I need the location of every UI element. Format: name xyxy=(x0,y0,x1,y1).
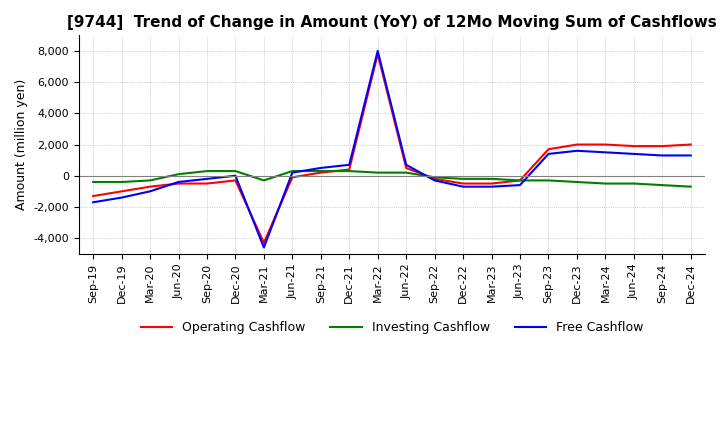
Operating Cashflow xyxy=(487,181,496,186)
Operating Cashflow xyxy=(658,143,667,149)
Operating Cashflow xyxy=(145,184,154,189)
Investing Cashflow xyxy=(516,178,524,183)
Line: Operating Cashflow: Operating Cashflow xyxy=(93,54,690,243)
Operating Cashflow xyxy=(544,147,553,152)
Investing Cashflow xyxy=(317,169,325,174)
Operating Cashflow xyxy=(89,194,97,199)
Investing Cashflow xyxy=(629,181,638,186)
Free Cashflow xyxy=(317,165,325,171)
Free Cashflow xyxy=(601,150,610,155)
Investing Cashflow xyxy=(117,180,126,185)
Investing Cashflow xyxy=(202,169,211,174)
Free Cashflow xyxy=(629,151,638,157)
Free Cashflow xyxy=(145,189,154,194)
Operating Cashflow xyxy=(686,142,695,147)
Free Cashflow xyxy=(117,195,126,200)
Investing Cashflow xyxy=(89,180,97,185)
Investing Cashflow xyxy=(260,178,269,183)
Legend: Operating Cashflow, Investing Cashflow, Free Cashflow: Operating Cashflow, Investing Cashflow, … xyxy=(135,316,648,339)
Investing Cashflow xyxy=(174,172,183,177)
Investing Cashflow xyxy=(231,169,240,174)
Operating Cashflow xyxy=(117,189,126,194)
Line: Free Cashflow: Free Cashflow xyxy=(93,51,690,248)
Free Cashflow xyxy=(174,180,183,185)
Free Cashflow xyxy=(402,162,410,168)
Free Cashflow xyxy=(260,245,269,250)
Investing Cashflow xyxy=(145,178,154,183)
Operating Cashflow xyxy=(231,178,240,183)
Investing Cashflow xyxy=(288,169,297,174)
Operating Cashflow xyxy=(317,170,325,175)
Operating Cashflow xyxy=(202,181,211,186)
Free Cashflow xyxy=(544,151,553,157)
Investing Cashflow xyxy=(686,184,695,189)
Investing Cashflow xyxy=(431,175,439,180)
Free Cashflow xyxy=(202,176,211,182)
Investing Cashflow xyxy=(487,176,496,182)
Free Cashflow xyxy=(345,162,354,168)
Operating Cashflow xyxy=(174,181,183,186)
Operating Cashflow xyxy=(516,178,524,183)
Free Cashflow xyxy=(89,200,97,205)
Investing Cashflow xyxy=(345,169,354,174)
Operating Cashflow xyxy=(402,165,410,171)
Free Cashflow xyxy=(231,173,240,178)
Free Cashflow xyxy=(459,184,467,189)
Investing Cashflow xyxy=(459,176,467,182)
Operating Cashflow xyxy=(629,143,638,149)
Investing Cashflow xyxy=(658,183,667,188)
Investing Cashflow xyxy=(572,180,581,185)
Operating Cashflow xyxy=(260,240,269,246)
Operating Cashflow xyxy=(572,142,581,147)
Line: Investing Cashflow: Investing Cashflow xyxy=(93,171,690,187)
Operating Cashflow xyxy=(288,175,297,180)
Free Cashflow xyxy=(374,48,382,54)
Title: [9744]  Trend of Change in Amount (YoY) of 12Mo Moving Sum of Cashflows: [9744] Trend of Change in Amount (YoY) o… xyxy=(67,15,717,30)
Free Cashflow xyxy=(658,153,667,158)
Y-axis label: Amount (million yen): Amount (million yen) xyxy=(15,79,28,210)
Free Cashflow xyxy=(686,153,695,158)
Free Cashflow xyxy=(516,183,524,188)
Free Cashflow xyxy=(572,148,581,154)
Free Cashflow xyxy=(487,184,496,189)
Free Cashflow xyxy=(431,178,439,183)
Operating Cashflow xyxy=(601,142,610,147)
Operating Cashflow xyxy=(431,176,439,182)
Investing Cashflow xyxy=(601,181,610,186)
Free Cashflow xyxy=(288,170,297,175)
Operating Cashflow xyxy=(459,181,467,186)
Operating Cashflow xyxy=(345,167,354,172)
Operating Cashflow xyxy=(374,51,382,57)
Investing Cashflow xyxy=(402,170,410,175)
Investing Cashflow xyxy=(374,170,382,175)
Investing Cashflow xyxy=(544,178,553,183)
